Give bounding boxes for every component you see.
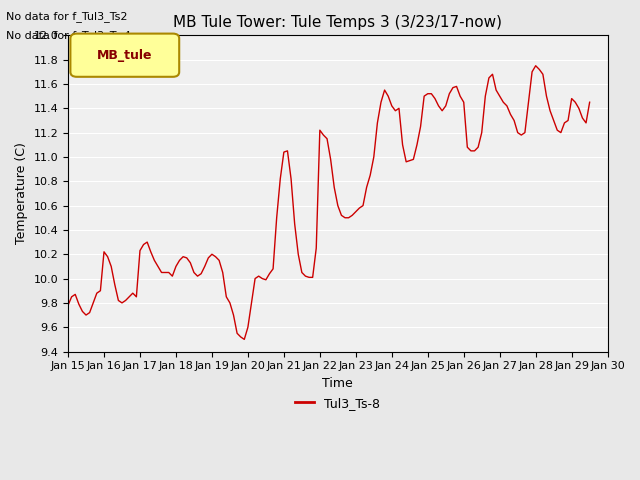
X-axis label: Time: Time — [323, 377, 353, 390]
Legend: Tul3_Ts-8: Tul3_Ts-8 — [291, 392, 385, 415]
Text: MB_tule: MB_tule — [97, 48, 152, 62]
Text: No data for f_Tul3_Ts2: No data for f_Tul3_Ts2 — [6, 11, 128, 22]
Text: No data for f_Tul3_Tw4: No data for f_Tul3_Tw4 — [6, 30, 131, 41]
Title: MB Tule Tower: Tule Temps 3 (3/23/17-now): MB Tule Tower: Tule Temps 3 (3/23/17-now… — [173, 15, 502, 30]
Y-axis label: Temperature (C): Temperature (C) — [15, 143, 28, 244]
